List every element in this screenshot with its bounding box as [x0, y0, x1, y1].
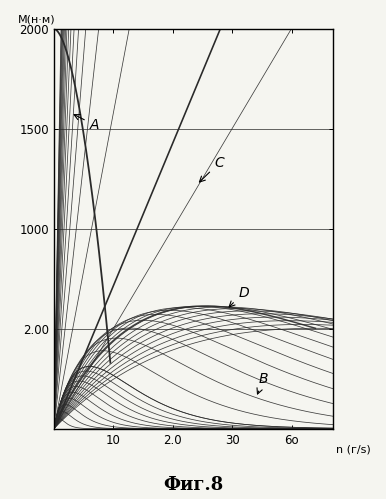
Text: B: B [257, 372, 268, 394]
Text: A: A [74, 115, 99, 132]
Text: M(н·м): M(н·м) [18, 15, 55, 25]
Text: Фиг.8: Фиг.8 [163, 476, 223, 494]
Text: D: D [229, 286, 249, 307]
Text: n (г/s): n (г/s) [336, 445, 371, 455]
Text: C: C [200, 156, 224, 182]
